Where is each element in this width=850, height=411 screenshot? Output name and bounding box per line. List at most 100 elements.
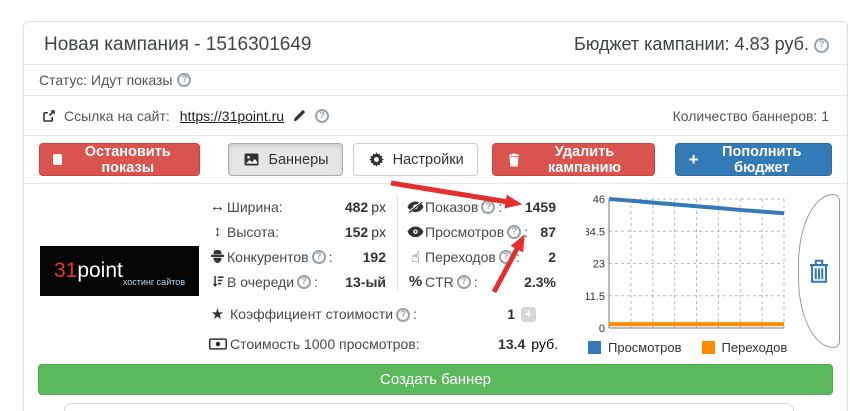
help-icon[interactable]: ?: [297, 275, 312, 289]
site-link-row: Ссылка на сайт: https://31point.ru ? Кол…: [24, 96, 847, 136]
eye-slash-icon: [406, 200, 425, 213]
stat-label: Коэффициент стоимости: [230, 306, 394, 322]
height-arrow-icon: ↕: [213, 223, 222, 240]
stat-unit: px: [371, 198, 386, 215]
svg-text:46: 46: [593, 194, 605, 206]
coefficient-value: 1: [507, 306, 515, 322]
competitors-mask-icon: [208, 250, 227, 263]
help-icon[interactable]: ?: [311, 250, 326, 264]
banner-dimensions-stats: ↔ Ширина: 482 px ↕ Высота: 152 px Конкурен…: [208, 194, 386, 294]
eye-icon: [406, 226, 425, 238]
delete-campaign-button[interactable]: Удалить кампанию: [491, 143, 655, 176]
svg-text:34.5: 34.5: [586, 226, 605, 238]
settings-button[interactable]: Настройки: [352, 143, 478, 176]
help-icon[interactable]: ?: [456, 275, 471, 289]
stat-label: Переходов: [425, 248, 496, 265]
stat-label: Стоимость 1000 просмотров:: [230, 336, 420, 352]
svg-text:11.5: 11.5: [586, 291, 605, 303]
width-arrow-icon: ↔: [210, 198, 225, 215]
stat-row-views: Просмотров?: 87: [406, 219, 556, 244]
help-icon[interactable]: ?: [507, 225, 522, 239]
banners-button-label: Баннеры: [268, 151, 329, 168]
stat-row-ctr: % CTR?: 2.3%: [406, 269, 556, 294]
cost-per-1000-row: Стоимость 1000 просмотров: 13.4 руб.: [208, 334, 558, 354]
delete-button-label: Удалить кампанию: [548, 143, 621, 176]
stop-icon: [53, 154, 63, 165]
cost-value: 13.4: [498, 336, 526, 352]
banner-preview: 31 point хостинг сайтов: [40, 246, 199, 296]
next-campaign-panel: [64, 403, 794, 411]
topup-budget-button[interactable]: + Пополнить бюджет: [674, 143, 832, 176]
trash-icon: [806, 257, 832, 285]
banner-performance-stats: Показов?: 1459 Просмотров?: 87 ☝ Переход…: [406, 194, 556, 294]
percent-icon: %: [408, 273, 423, 290]
topup-button-label: Пополнить бюджет: [722, 143, 802, 176]
trash-icon: [506, 153, 522, 167]
edit-pencil-icon[interactable]: [290, 109, 309, 122]
stat-row-height: ↕ Высота: 152 px: [208, 219, 386, 244]
stat-value: 152: [344, 223, 369, 240]
queue-sort-icon: [208, 275, 227, 288]
legend-swatch: [588, 341, 601, 354]
help-icon[interactable]: ?: [177, 73, 192, 87]
stat-unit: px: [371, 223, 386, 240]
help-icon[interactable]: ?: [498, 250, 513, 264]
cost-coefficient-row: ★ Коэффициент стоимости ? : 1 +: [208, 304, 536, 324]
clicks-value: 2: [548, 248, 556, 265]
impressions-value: 1459: [524, 198, 556, 215]
banners-button[interactable]: Баннеры: [228, 143, 343, 176]
legend-label: Просмотров: [608, 340, 682, 355]
help-icon[interactable]: ?: [396, 307, 411, 322]
stats-divider: [397, 196, 398, 290]
banner-section: 31 point хостинг сайтов ↔ Ширина: 482 px ↕ …: [24, 184, 847, 364]
delete-banner-button[interactable]: [798, 194, 840, 348]
stat-label: Ширина:: [227, 198, 283, 215]
status-row: Статус: Идут показы ?: [24, 65, 847, 96]
help-icon[interactable]: ?: [481, 200, 496, 214]
external-link-icon: [39, 109, 58, 123]
banners-count: Количество баннеров: 1: [672, 107, 829, 124]
stat-label: Конкурентов: [227, 248, 309, 265]
settings-button-label: Настройки: [392, 151, 464, 168]
stat-row-queue: В очереди?: 13-ый: [208, 269, 386, 294]
increase-coefficient-button[interactable]: +: [521, 306, 536, 322]
stat-value: 13-ый: [345, 273, 386, 290]
site-link[interactable]: https://31point.ru: [179, 107, 285, 124]
stat-label: CTR: [425, 273, 454, 290]
plus-icon: +: [688, 150, 699, 169]
help-icon[interactable]: ?: [814, 37, 829, 53]
stat-label: Просмотров: [425, 223, 505, 240]
stop-button-label: Остановить показы: [84, 143, 171, 176]
chart-legend: Просмотров Переходов: [588, 340, 798, 355]
stat-label: Показов: [425, 198, 479, 215]
legend-item: Переходов: [701, 340, 788, 355]
views-value: 87: [540, 223, 556, 240]
legend-label: Переходов: [721, 340, 788, 355]
campaign-budget: Бюджет кампании: 4.83 руб. ?: [574, 34, 829, 55]
site-link-label: Ссылка на сайт:: [64, 107, 170, 124]
stat-label: Высота:: [227, 223, 279, 240]
cost-unit: руб.: [531, 336, 558, 352]
banner-brand-name: point: [77, 259, 123, 282]
stop-impressions-button[interactable]: Остановить показы: [39, 143, 201, 176]
create-banner-button[interactable]: Создать баннер: [38, 364, 833, 395]
stat-row-clicks: ☝ Переходов?: 2: [406, 244, 556, 269]
money-icon: [208, 338, 227, 350]
legend-swatch: [701, 341, 715, 354]
toolbar: Остановить показы Баннеры Настройки Удал…: [24, 136, 847, 184]
image-icon: [242, 153, 261, 166]
stat-row-width: ↔ Ширина: 482 px: [208, 194, 386, 219]
campaign-status: Статус: Идут показы: [39, 72, 173, 88]
header-row: Новая кампания - 1516301649 Бюджет кампа…: [24, 22, 847, 65]
help-icon[interactable]: ?: [315, 109, 330, 123]
stat-row-impressions: Показов?: 1459: [406, 194, 556, 219]
stat-row-competitors: Конкурентов?: 192: [208, 244, 386, 269]
campaign-card: Новая кампания - 1516301649 Бюджет кампа…: [23, 21, 848, 411]
banner-brand-tagline: хостинг сайтов: [122, 277, 186, 287]
ctr-value: 2.3%: [524, 273, 556, 290]
star-icon: ★: [210, 306, 225, 323]
svg-text:23: 23: [593, 259, 605, 271]
page-title: Новая кампания - 1516301649: [44, 34, 312, 55]
gear-icon: [367, 152, 386, 167]
